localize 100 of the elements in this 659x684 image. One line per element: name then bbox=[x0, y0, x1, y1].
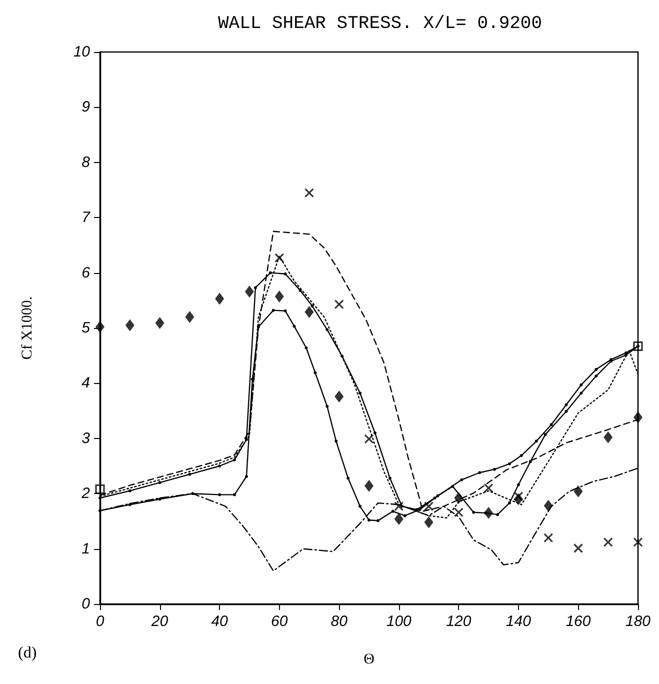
point bbox=[534, 440, 538, 443]
point bbox=[604, 431, 613, 444]
x-axis-title: Θ bbox=[364, 652, 375, 668]
point bbox=[368, 518, 370, 522]
x-tick-label: 0 bbox=[96, 613, 105, 630]
point bbox=[520, 454, 523, 458]
point bbox=[451, 484, 454, 488]
point bbox=[424, 516, 434, 528]
point bbox=[250, 378, 254, 381]
point bbox=[433, 496, 436, 500]
point bbox=[574, 485, 583, 498]
y-axis-title: Cf X1000. bbox=[20, 296, 36, 360]
point bbox=[633, 537, 643, 547]
y-tick-label: 7 bbox=[82, 209, 91, 226]
point bbox=[326, 328, 329, 332]
point bbox=[158, 481, 162, 484]
x-tick-label: 60 bbox=[270, 613, 288, 630]
point bbox=[391, 510, 394, 513]
point bbox=[304, 306, 314, 318]
y-tick-label: 1 bbox=[82, 540, 90, 558]
y-tick-label: 5 bbox=[82, 320, 91, 336]
point bbox=[564, 410, 568, 413]
point bbox=[274, 253, 284, 263]
y-tick-label: 9 bbox=[82, 98, 91, 116]
y-tick-label: 10 bbox=[73, 44, 91, 60]
point bbox=[218, 493, 222, 496]
point bbox=[334, 440, 338, 443]
point bbox=[403, 514, 406, 518]
point bbox=[128, 503, 132, 506]
point bbox=[98, 509, 102, 512]
point bbox=[454, 508, 464, 518]
point bbox=[254, 286, 257, 290]
y-tick-label: 6 bbox=[82, 264, 91, 282]
point bbox=[358, 504, 362, 508]
point bbox=[472, 510, 476, 514]
x-tick-label: 160 bbox=[566, 613, 592, 630]
point bbox=[550, 423, 553, 426]
x-tick-label: 20 bbox=[150, 613, 169, 630]
point bbox=[284, 309, 287, 312]
point bbox=[191, 492, 194, 496]
x-tick-label: 40 bbox=[211, 613, 229, 630]
point bbox=[364, 480, 374, 492]
point bbox=[364, 434, 374, 444]
text: (d) bbox=[18, 644, 37, 662]
point bbox=[528, 460, 532, 464]
point bbox=[158, 498, 162, 501]
point bbox=[634, 411, 642, 424]
point bbox=[95, 484, 105, 494]
point bbox=[274, 290, 284, 303]
y-tick-label: 3 bbox=[82, 430, 91, 447]
point bbox=[218, 464, 222, 468]
x-tick-label: 80 bbox=[330, 613, 348, 630]
point bbox=[96, 320, 104, 333]
point bbox=[284, 272, 287, 276]
point bbox=[484, 483, 494, 493]
point bbox=[155, 317, 164, 330]
point bbox=[478, 471, 482, 474]
x-tick-label: 120 bbox=[446, 613, 472, 630]
point bbox=[544, 433, 547, 436]
point bbox=[334, 390, 344, 402]
point bbox=[418, 508, 422, 512]
x-tick-label: 180 bbox=[625, 613, 652, 630]
point bbox=[394, 501, 404, 512]
point bbox=[580, 383, 583, 386]
point bbox=[394, 512, 404, 525]
point bbox=[340, 354, 344, 358]
y-tick-label: 4 bbox=[82, 374, 90, 392]
point bbox=[358, 392, 362, 395]
point bbox=[188, 472, 192, 476]
point bbox=[373, 431, 376, 434]
point bbox=[544, 532, 554, 543]
point bbox=[493, 468, 496, 471]
point bbox=[326, 404, 329, 408]
x-tick-label: 140 bbox=[506, 613, 532, 630]
point bbox=[460, 478, 464, 482]
point bbox=[508, 462, 511, 466]
point bbox=[310, 304, 314, 308]
point bbox=[573, 543, 584, 554]
point bbox=[496, 513, 500, 516]
point bbox=[603, 537, 613, 547]
point bbox=[233, 493, 236, 496]
point bbox=[346, 476, 350, 480]
y-tick-label: 2 bbox=[80, 485, 91, 502]
point bbox=[256, 325, 260, 328]
point bbox=[424, 501, 434, 512]
point bbox=[268, 271, 272, 274]
y-tick-label: 8 bbox=[82, 154, 91, 171]
x-tick-label: 100 bbox=[386, 613, 412, 630]
point bbox=[233, 458, 236, 462]
point bbox=[594, 368, 598, 371]
point bbox=[388, 476, 392, 480]
point bbox=[272, 308, 275, 312]
point bbox=[376, 519, 380, 522]
point bbox=[298, 288, 302, 292]
point bbox=[314, 371, 317, 374]
point bbox=[514, 492, 524, 502]
point bbox=[516, 483, 520, 486]
point bbox=[334, 299, 344, 310]
point bbox=[594, 374, 598, 378]
y-tick-label: 0 bbox=[82, 596, 91, 612]
